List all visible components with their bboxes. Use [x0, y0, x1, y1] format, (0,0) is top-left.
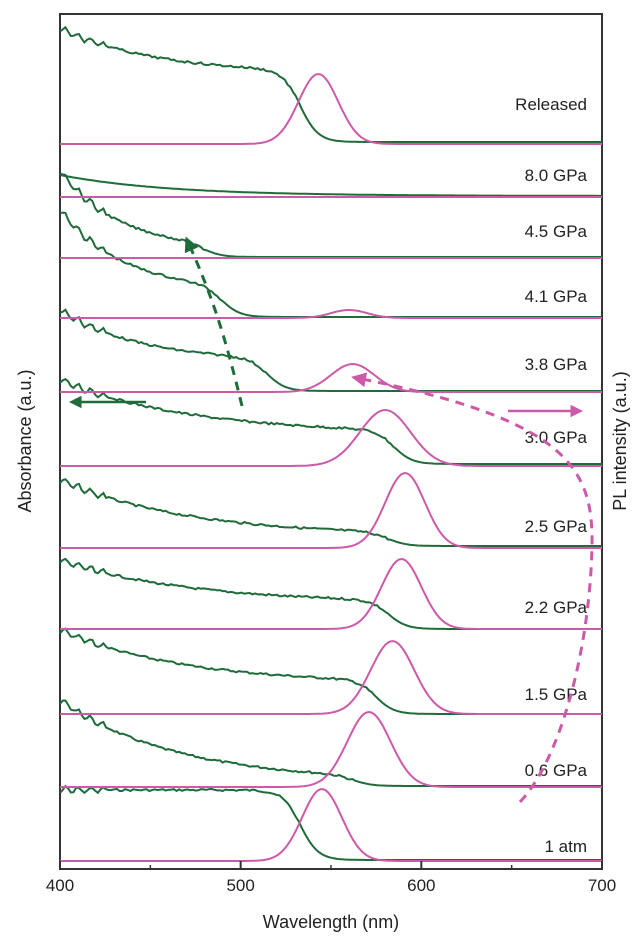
pl-curve [60, 640, 602, 715]
left-axis-title: Absorbance (a.u.) [15, 369, 35, 512]
pressure-label: 4.5 GPa [525, 222, 588, 241]
pressure-label: 1.5 GPa [525, 685, 588, 704]
pl-curve [60, 472, 602, 549]
absorbance-curve [59, 308, 602, 392]
absorbance-curve [59, 25, 602, 143]
absorbance-curve [59, 478, 602, 547]
x-axis-title: Wavelength (nm) [263, 912, 399, 932]
pressure-label: 3.0 GPa [525, 428, 588, 447]
absorbance-curve [59, 378, 602, 465]
pressure-label: Released [515, 95, 587, 114]
x-tick-label: 600 [407, 876, 435, 895]
curve-layer [59, 25, 602, 862]
pl-curve [60, 710, 602, 788]
pressure-label: 1 atm [544, 837, 587, 856]
absorbance-curve [59, 211, 602, 318]
pl-curve [60, 73, 602, 145]
pl-curve [60, 788, 602, 862]
pl-curve [60, 557, 602, 630]
pressure-label: 0.6 GPa [525, 761, 588, 780]
pressure-label: 8.0 GPa [525, 166, 588, 185]
absorbance-curve [59, 557, 602, 630]
x-tick-label: 400 [46, 876, 74, 895]
pressure-label: 4.1 GPa [525, 287, 588, 306]
pl-curve [60, 408, 602, 467]
pl-curve [60, 309, 602, 319]
pl-curve [60, 362, 602, 393]
trend-layer [184, 236, 594, 804]
pressure-labels: 1 atm 0.6 GPa 1.5 GPa 2.2 GPa 2.5 GPa 3.0 GPa… [515, 95, 587, 856]
x-tick-label: 700 [588, 876, 616, 895]
pressure-label: 2.2 GPa [525, 598, 588, 617]
absorbance-curve [59, 627, 602, 715]
absorbance-curve [59, 174, 602, 197]
pl-peak-trend [351, 372, 594, 804]
absorption-edge-trend [184, 236, 244, 407]
axis-arrows [69, 395, 583, 418]
right-axis-title: PL intensity (a.u.) [610, 371, 630, 510]
x-tick-label: 500 [226, 876, 254, 895]
pressure-label: 2.5 GPa [525, 517, 588, 536]
x-axis-ticks: 400 500 600 700 [46, 861, 616, 895]
pressure-label: 3.8 GPa [525, 355, 588, 374]
